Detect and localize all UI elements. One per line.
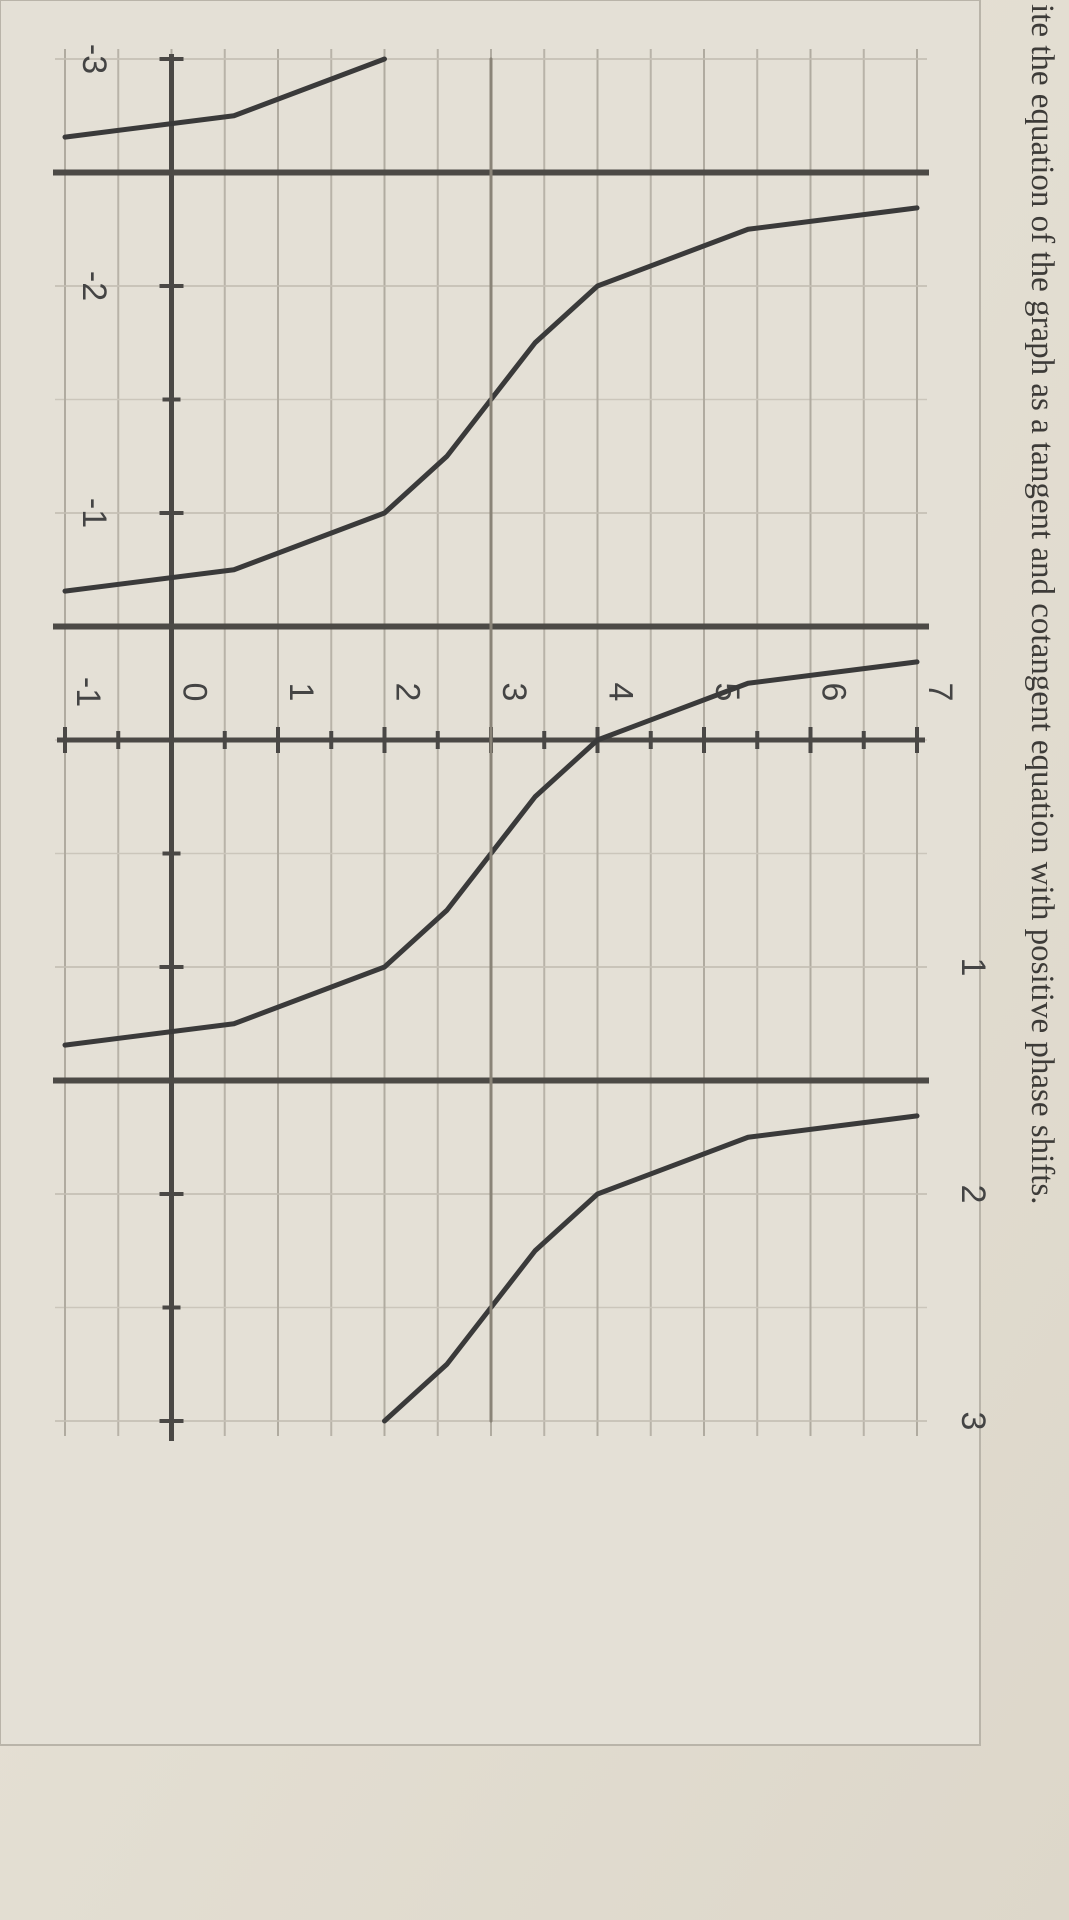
- y-tick-label: 4: [602, 683, 640, 702]
- x-tick-label: -2: [75, 271, 113, 301]
- y-tick-label: 3: [495, 683, 533, 702]
- x-tick-label: 2: [954, 1185, 992, 1204]
- y-tick-label: 0: [176, 683, 214, 702]
- y-tick-label: -1: [69, 677, 107, 707]
- y-tick-label: 6: [815, 683, 853, 702]
- instruction-text: ite the equation of the graph as a tange…: [1024, 4, 1060, 1205]
- y-tick-label: 7: [921, 683, 959, 702]
- x-tick-label: 1: [954, 958, 992, 977]
- x-tick-label: -3: [75, 44, 113, 74]
- y-tick-label: 1: [282, 683, 320, 702]
- x-tick-label: 3: [954, 1412, 992, 1431]
- x-tick-label: -1: [75, 498, 113, 528]
- y-tick-label: 2: [389, 683, 427, 702]
